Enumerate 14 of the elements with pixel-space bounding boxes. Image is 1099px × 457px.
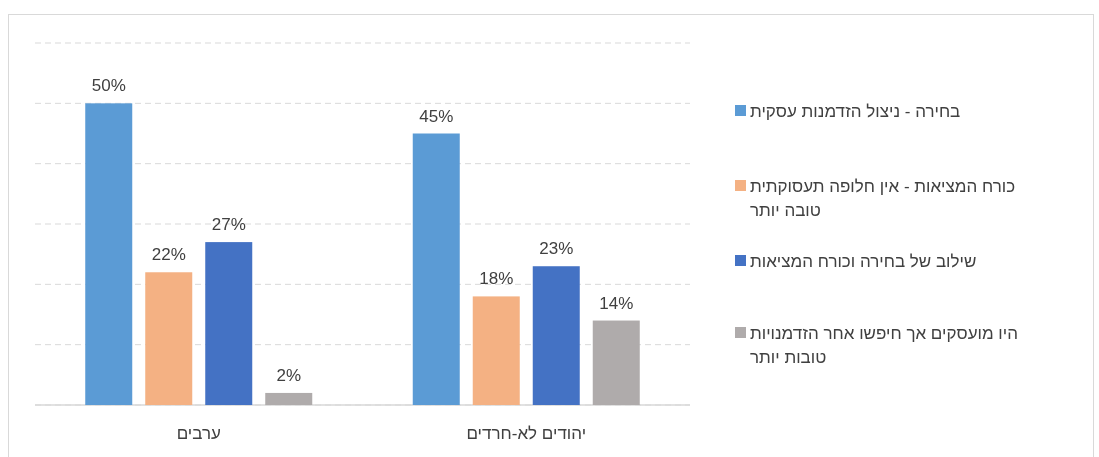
- data-label: 23%: [539, 239, 574, 259]
- data-label: 45%: [419, 106, 454, 126]
- x-tick-label: יהודים לא-חרדים: [466, 424, 587, 443]
- data-label: 50%: [91, 76, 126, 96]
- data-label: 27%: [211, 215, 246, 235]
- legend-label: שילוב של בחירה וכורח המציאות: [750, 251, 978, 273]
- legend-label: בחירה - ניצול הזדמנות עסקית: [750, 101, 962, 123]
- legend-label: היו מועסקים אך חיפשו אחר הזדמנויות טובות יותר: [750, 323, 1019, 369]
- legend-label: כורח המציאות - אין חלופה תעסוקתית טובה יותר: [750, 176, 1017, 222]
- data-label: 22%: [151, 245, 186, 265]
- x-tick-label: ערבים: [176, 424, 221, 443]
- data-label: 18%: [479, 269, 514, 289]
- data-label: 2%: [276, 365, 302, 385]
- data-label: 14%: [599, 293, 634, 313]
